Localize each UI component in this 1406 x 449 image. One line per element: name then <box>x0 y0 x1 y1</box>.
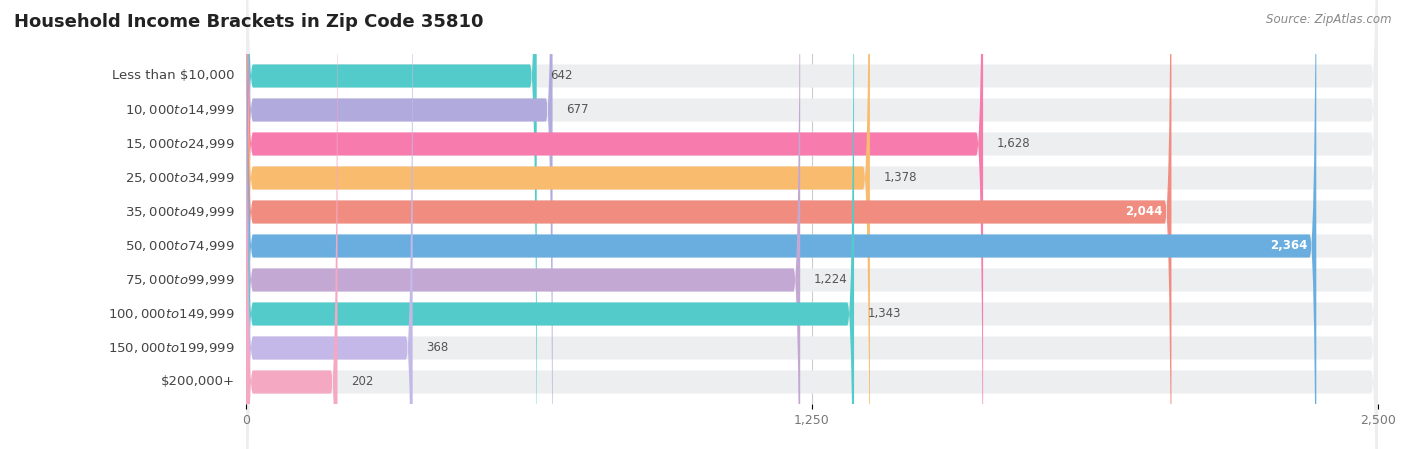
Text: 1,628: 1,628 <box>997 137 1031 150</box>
FancyBboxPatch shape <box>246 0 1171 449</box>
Text: $10,000 to $14,999: $10,000 to $14,999 <box>125 103 235 117</box>
Text: 2,364: 2,364 <box>1270 239 1308 252</box>
FancyBboxPatch shape <box>246 0 1378 449</box>
FancyBboxPatch shape <box>246 0 1378 449</box>
FancyBboxPatch shape <box>246 0 1378 449</box>
FancyBboxPatch shape <box>246 0 983 449</box>
Text: $75,000 to $99,999: $75,000 to $99,999 <box>125 273 235 287</box>
FancyBboxPatch shape <box>246 0 870 449</box>
Text: 1,378: 1,378 <box>883 172 917 185</box>
FancyBboxPatch shape <box>246 0 1378 449</box>
FancyBboxPatch shape <box>246 0 853 449</box>
Text: 677: 677 <box>567 103 589 116</box>
FancyBboxPatch shape <box>246 0 1378 449</box>
Text: 2,044: 2,044 <box>1125 206 1163 219</box>
FancyBboxPatch shape <box>246 0 1378 449</box>
Text: Source: ZipAtlas.com: Source: ZipAtlas.com <box>1267 13 1392 26</box>
FancyBboxPatch shape <box>246 0 553 449</box>
FancyBboxPatch shape <box>246 0 1378 449</box>
Text: Household Income Brackets in Zip Code 35810: Household Income Brackets in Zip Code 35… <box>14 13 484 31</box>
Text: $150,000 to $199,999: $150,000 to $199,999 <box>108 341 235 355</box>
Text: $25,000 to $34,999: $25,000 to $34,999 <box>125 171 235 185</box>
Text: $50,000 to $74,999: $50,000 to $74,999 <box>125 239 235 253</box>
Text: Less than $10,000: Less than $10,000 <box>112 70 235 83</box>
Text: 368: 368 <box>426 342 449 355</box>
FancyBboxPatch shape <box>246 0 1316 449</box>
Text: 1,224: 1,224 <box>814 273 848 286</box>
FancyBboxPatch shape <box>246 0 537 449</box>
FancyBboxPatch shape <box>246 0 1378 449</box>
Text: $100,000 to $149,999: $100,000 to $149,999 <box>108 307 235 321</box>
FancyBboxPatch shape <box>246 0 1378 449</box>
Text: $15,000 to $24,999: $15,000 to $24,999 <box>125 137 235 151</box>
Text: 1,343: 1,343 <box>868 308 901 321</box>
FancyBboxPatch shape <box>246 0 1378 449</box>
FancyBboxPatch shape <box>246 0 800 449</box>
Text: $200,000+: $200,000+ <box>160 375 235 388</box>
Text: $35,000 to $49,999: $35,000 to $49,999 <box>125 205 235 219</box>
FancyBboxPatch shape <box>246 0 337 449</box>
Text: 202: 202 <box>352 375 374 388</box>
Text: 642: 642 <box>550 70 572 83</box>
FancyBboxPatch shape <box>246 0 412 449</box>
